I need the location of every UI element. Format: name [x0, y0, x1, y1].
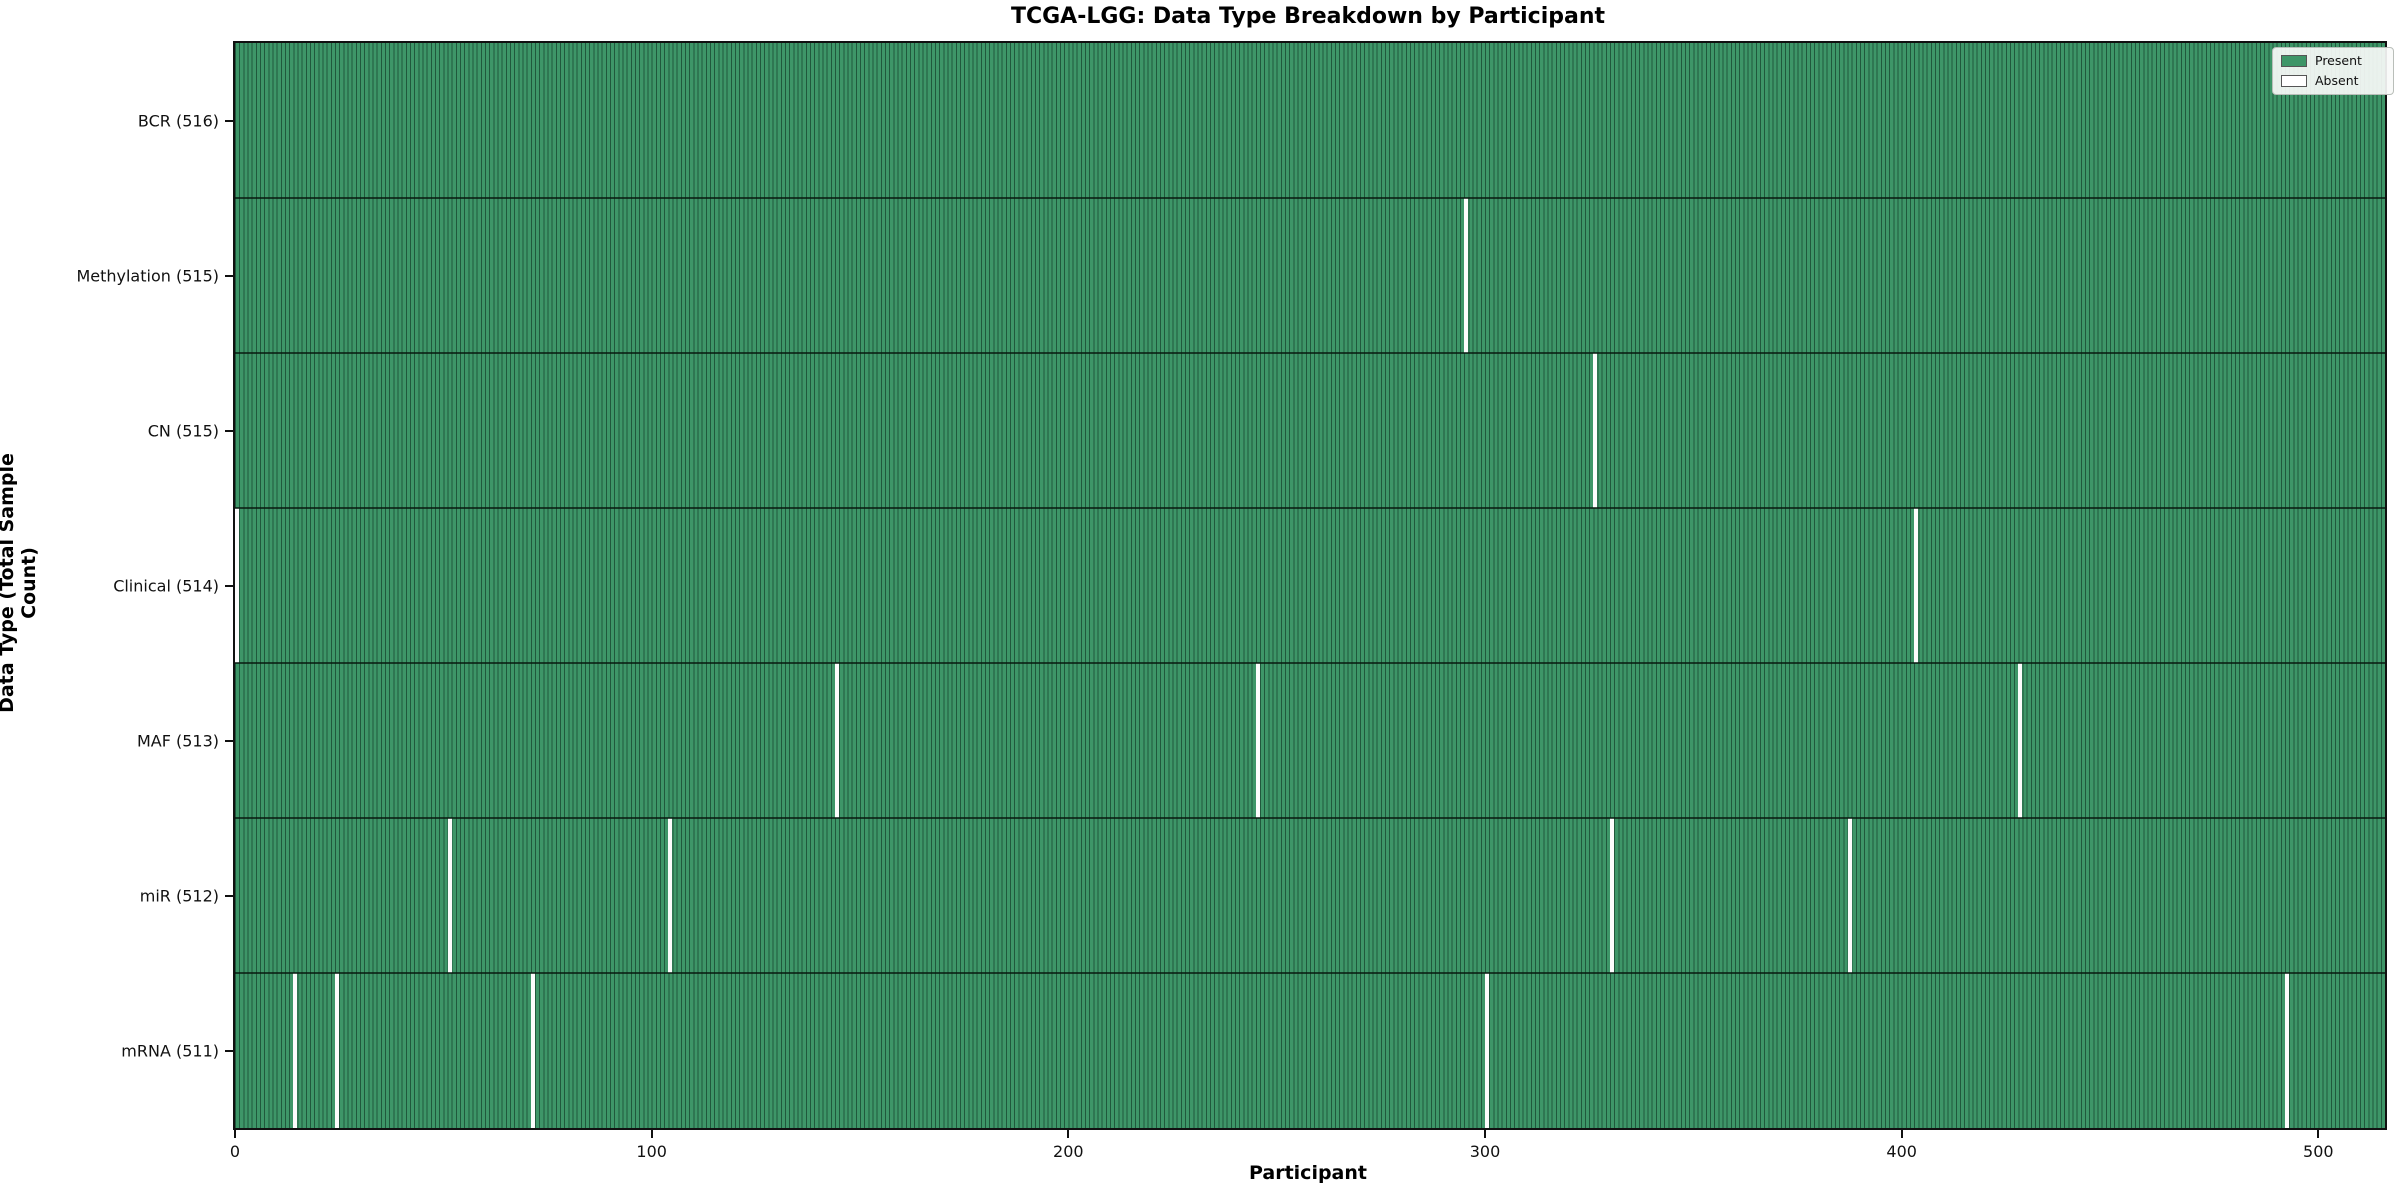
- legend-label-absent: Absent: [2315, 73, 2359, 88]
- absent-gap: [447, 818, 452, 973]
- heatmap-row: [235, 43, 2385, 198]
- y-tick-mark: [225, 584, 233, 587]
- legend-entry-present: Present: [2281, 53, 2385, 68]
- y-tick-mark: [225, 739, 233, 742]
- row-separator: [235, 507, 2385, 509]
- absent-gap: [2285, 973, 2290, 1128]
- absent-gap: [293, 973, 298, 1128]
- absent-gap: [835, 663, 840, 818]
- chart-title: TCGA-LGG: Data Type Breakdown by Partici…: [1010, 4, 1606, 29]
- absent-gap: [530, 973, 535, 1128]
- y-tick-label: CN (515): [147, 421, 219, 440]
- heatmap-row: [235, 198, 2385, 353]
- heatmap-row: [235, 663, 2385, 818]
- x-tick-label: 400: [1886, 1142, 1917, 1161]
- absent-gap: [1914, 508, 1919, 663]
- row-separator: [235, 352, 2385, 354]
- absent-gap: [1464, 198, 1469, 353]
- y-tick-label: miR (512): [139, 886, 219, 905]
- x-tick-mark: [2317, 1130, 2320, 1138]
- absent-gap: [1255, 663, 1260, 818]
- y-tick-label: BCR (516): [137, 111, 219, 130]
- x-tick-mark: [650, 1130, 653, 1138]
- y-tick-mark: [225, 894, 233, 897]
- plot-area: [233, 41, 2387, 1130]
- x-tick-mark: [234, 1130, 236, 1138]
- x-tick-label: 200: [1053, 1142, 1084, 1161]
- y-tick-label: mRNA (511): [121, 1041, 219, 1060]
- heatmap-row: [235, 973, 2385, 1128]
- y-axis-label: Data Type (Total Sample Count): [0, 453, 40, 713]
- x-tick-mark: [1484, 1130, 1486, 1138]
- row-separator: [235, 197, 2385, 199]
- y-tick-mark: [225, 119, 233, 122]
- absent-gap: [2018, 663, 2023, 818]
- heatmap-row: [235, 508, 2385, 663]
- heatmap-row: [235, 353, 2385, 508]
- y-tick-label: Methylation (515): [76, 266, 219, 285]
- x-tick-mark: [1067, 1130, 1070, 1138]
- absent-gap: [335, 973, 340, 1128]
- y-tick-mark: [225, 429, 233, 432]
- row-separator: [235, 662, 2385, 664]
- absent-gap: [235, 508, 240, 663]
- absent-gap: [1847, 818, 1852, 973]
- heatmap-row: [235, 818, 2385, 973]
- y-tick-label: Clinical (514): [113, 576, 219, 595]
- absent-gap: [668, 818, 673, 973]
- absent-swatch-icon: [2281, 74, 2307, 87]
- legend-label-present: Present: [2315, 53, 2362, 68]
- y-tick-label: MAF (513): [136, 731, 219, 750]
- legend: Present Absent: [2272, 47, 2394, 95]
- x-axis-label: Participant: [1248, 1162, 1367, 1184]
- x-tick-label: 100: [636, 1142, 667, 1161]
- y-tick-mark: [225, 274, 233, 277]
- x-tick-label: 0: [229, 1142, 241, 1161]
- x-tick-label: 300: [1469, 1142, 1501, 1161]
- absent-gap: [1593, 353, 1598, 508]
- x-tick-mark: [1900, 1130, 1903, 1138]
- row-separator: [235, 972, 2385, 974]
- present-swatch-icon: [2281, 54, 2307, 67]
- row-separator: [235, 817, 2385, 819]
- absent-gap: [1610, 818, 1615, 973]
- x-tick-label: 500: [2303, 1142, 2334, 1161]
- y-tick-mark: [225, 1049, 233, 1052]
- legend-entry-absent: Absent: [2281, 73, 2385, 88]
- absent-gap: [1485, 973, 1490, 1128]
